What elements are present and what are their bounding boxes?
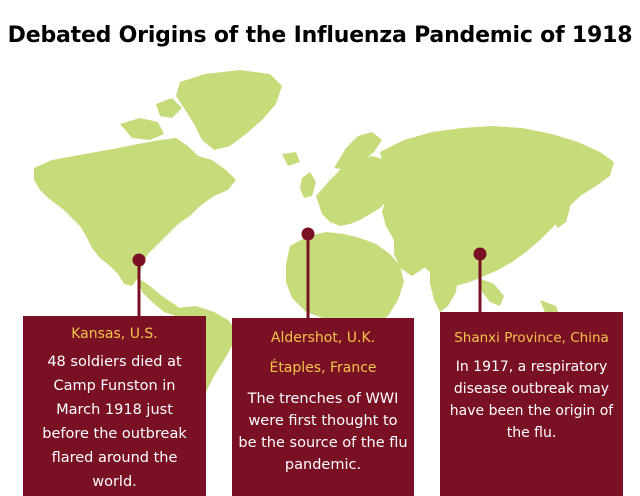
aldershot-info-card: Aldershot, U.K. Étaples, France The tren…: [232, 318, 414, 496]
greenland-landmass: [176, 70, 282, 150]
shanxi-pin-head: [473, 247, 487, 261]
kansas-description: 48 soldiers died at Camp Funston in Marc…: [42, 354, 187, 490]
aldershot-description: The trenches of WWI were first thought t…: [238, 391, 408, 473]
europe-landmass: [316, 156, 404, 226]
asia-landmass: [380, 126, 614, 286]
shanxi-place-name: Shanxi Province, China: [454, 330, 609, 346]
page-title: Debated Origins of the Influenza Pandemi…: [7, 23, 633, 48]
central-america-landmass: [138, 278, 182, 316]
kansas-place-name: Kansas, U.S.: [71, 326, 158, 342]
aldershot-pin-head: [301, 227, 315, 241]
kansas-info-card: Kansas, U.S. 48 soldiers died at Camp Fu…: [23, 316, 206, 496]
north-america-landmass: [34, 138, 236, 286]
kansas-pin-head: [132, 253, 146, 267]
africa-landmass: [286, 232, 404, 326]
shanxi-info-card: Shanxi Province, China In 1917, a respir…: [440, 312, 623, 496]
india-landmass: [430, 262, 458, 312]
shanxi-description: In 1917, a respiratory disease outbreak …: [449, 359, 614, 441]
etaples-place-name: Étaples, France: [269, 360, 377, 376]
aldershot-place-name: Aldershot, U.K.: [270, 330, 376, 346]
arctic-islands-landmass: [120, 118, 164, 140]
